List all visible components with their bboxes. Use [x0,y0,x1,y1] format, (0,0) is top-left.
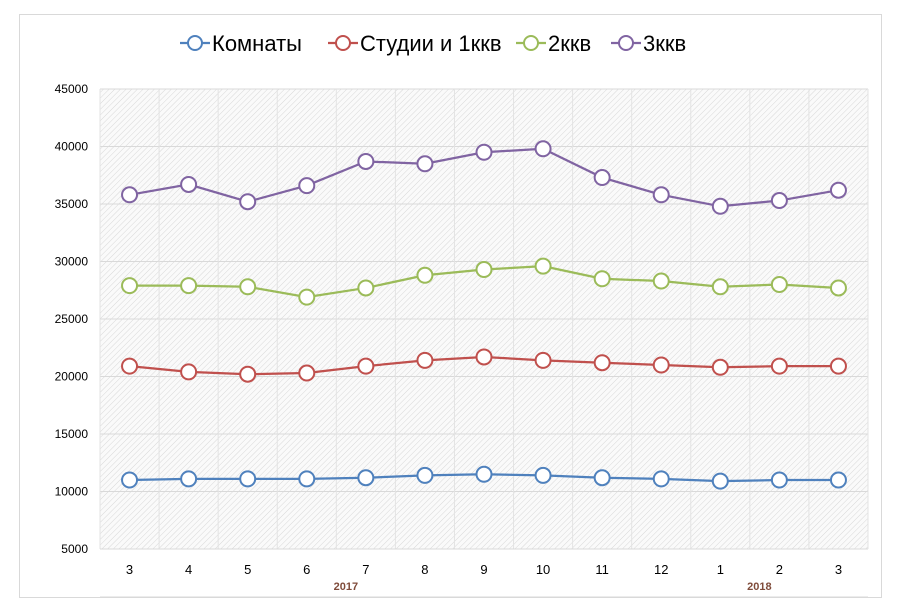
data-point [239,470,257,488]
x-tick-label: 11 [595,562,609,577]
y-tick-label: 5000 [61,542,88,556]
data-point [121,186,139,204]
data-point [770,471,788,489]
y-tick-label: 15000 [55,427,89,441]
data-point [180,470,198,488]
data-point [416,266,434,284]
data-point [180,175,198,193]
data-point [239,278,257,296]
data-point [298,364,316,382]
data-point [711,472,729,490]
data-point [416,351,434,369]
data-point [298,288,316,306]
legend-label: 3ккв [643,31,686,56]
series-2 [121,257,847,306]
data-point [239,193,257,211]
x-tick-label: 3 [835,562,842,577]
axes: 5000 10000 15000 20000 25000 30000 35000 40000 4… [55,82,868,598]
x-tick-label: 6 [303,562,310,577]
data-point [829,471,847,489]
data-point [770,192,788,210]
legend-item-3: 3ккв [611,31,686,56]
data-point [534,257,552,275]
data-point [652,470,670,488]
data-point [534,466,552,484]
legend-item-1: Студии и 1ккв [328,31,502,56]
data-point [593,270,611,288]
y-tick-label: 20000 [55,370,89,384]
x-tick-label: 9 [480,562,487,577]
y-tick-label: 35000 [55,197,89,211]
data-point [475,465,493,483]
data-point [593,169,611,187]
x-tick-label: 3 [126,562,133,577]
data-point [121,471,139,489]
y-tick-label: 30000 [55,255,89,269]
data-point [534,351,552,369]
data-point [534,140,552,158]
data-point [711,278,729,296]
data-point [357,469,375,487]
data-point [652,356,670,374]
data-point [180,363,198,381]
data-point [121,357,139,375]
data-point [770,276,788,293]
data-point [357,152,375,170]
data-point [593,469,611,487]
legend-item-0: Комнаты [180,31,302,56]
legend-marker [523,35,539,51]
x-tick-label: 10 [536,562,550,577]
data-point [298,470,316,488]
data-point [416,155,434,173]
data-point [652,186,670,204]
data-point [298,177,316,195]
x-tick-label: 7 [362,562,369,577]
data-point [829,357,847,375]
data-point [357,279,375,297]
x-tick-label: 5 [244,562,251,577]
year-label: 2017 [334,581,358,593]
data-point [180,277,198,295]
legend-label: Комнаты [212,31,302,56]
legend-marker [187,35,203,51]
x-tick-label: 12 [654,562,668,577]
y-tick-label: 25000 [55,312,89,326]
year-label: 2018 [747,581,771,593]
legend-label: Студии и 1ккв [360,31,502,56]
y-tick-label: 10000 [55,485,89,499]
data-point [475,261,493,279]
data-point [829,181,847,199]
data-point [357,357,375,375]
data-point [711,358,729,376]
legend: Комнаты Студии и 1ккв 2ккв 3ккв [180,31,686,56]
data-point [475,348,493,366]
x-tick-label: 8 [421,562,428,577]
y-tick-label: 40000 [55,140,89,154]
series-3 [121,140,847,215]
legend-marker [618,35,634,51]
legend-marker [335,35,351,51]
legend-label: 2ккв [548,31,591,56]
data-point [652,272,670,290]
x-tick-label: 4 [185,562,192,577]
legend-item-2: 2ккв [516,31,591,56]
data-point [770,357,788,375]
data-point [121,277,139,295]
series-0 [121,465,847,490]
data-point [711,197,729,215]
series-1 [121,348,847,383]
data-point [239,365,257,383]
x-tick-label: 1 [717,562,724,577]
data-point [829,279,847,297]
data-point [593,354,611,372]
series-group [121,140,847,490]
x-tick-label: 2 [776,562,783,577]
data-point [475,143,493,161]
data-point [416,466,434,484]
y-tick-label: 45000 [55,82,89,96]
